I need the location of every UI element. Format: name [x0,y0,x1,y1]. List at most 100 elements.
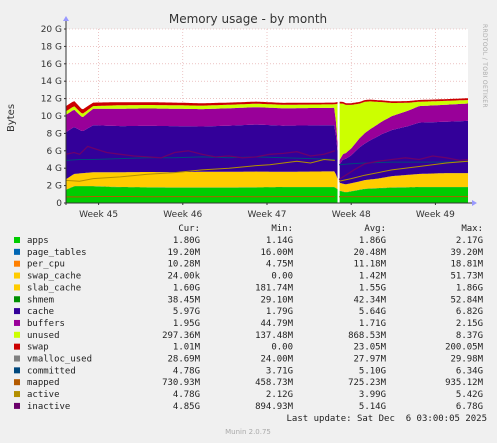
chart-title: Memory usage - by month [169,12,327,26]
legend-min: 44.79M [260,319,293,329]
legend-swatch [14,260,20,267]
y-tick-label: 18 G [41,42,62,52]
legend-swatch [14,284,20,291]
area-cache-seg0 [66,124,338,180]
legend-cur: 5.97G [173,307,200,317]
legend-row-inactive: inactive 4.85G 894.93M 5.14G 6.78G [14,402,483,412]
area-swap-seg0 [66,101,338,114]
legend-row-swap-cache: swap_cache 24.00k 0.00 1.42M 51.73M [14,272,484,282]
area-unused-seg0 [66,103,338,144]
x-tick-label: Week 47 [248,210,287,220]
legend-row-cache: cache 5.97G 1.79G 5.64G 6.82G [14,307,483,317]
legend-name: slab_cache [27,283,81,293]
legend-name: cache [27,307,54,317]
legend-avg: 1.55G [359,283,386,293]
legend-max: 2.15G [456,319,483,329]
area-buffers-seg0 [66,107,338,152]
legend-avg: 3.99G [359,390,386,400]
legend-cur: 10.28M [167,260,200,270]
y-tick-label: 4 G [46,164,62,174]
legend-header-min: Min: [271,224,293,234]
area-slab-cache-seg1 [339,173,468,193]
legend-row-buffers: buffers 1.95G 44.79M 1.71G 2.15G [14,319,483,329]
legend-swatch [14,343,20,350]
legend-min: 137.48M [255,331,294,341]
rrdtool-credit: RRDTOOL / TOBI OETIKER [481,24,488,108]
legend-max: 935.12M [445,378,484,388]
area-cache-seg1 [339,120,468,185]
legend-name: active [27,390,60,400]
legend-cur: 4.78G [173,390,200,400]
line-active-seg1 [338,160,469,182]
legend-avg: 5.64G [359,307,386,317]
line-series [65,145,469,198]
area-swap-seg1 [339,98,468,105]
legend-max: 1.86G [456,283,483,293]
legend-cur: 1.01M [173,343,201,353]
legend-name: buffers [27,319,65,329]
legend-row-apps: apps 1.80G 1.14G 1.86G 2.17G [14,236,483,246]
legend-max: 2.17G [456,236,483,246]
legend-cur: 4.85G [173,402,200,412]
legend-avg: 23.05M [353,343,386,353]
legend-swatch [14,391,20,398]
legend-min: 4.75M [266,260,294,270]
legend-min: 894.93M [255,402,294,412]
legend-swatch [14,379,20,386]
legend-name: inactive [27,402,70,412]
legend-name: unused [27,331,60,341]
y-axis-arrow [63,16,69,21]
legend-avg: 868.53M [348,331,387,341]
legend-swatch [14,308,20,315]
legend-avg: 27.97M [353,355,386,365]
munin-version: Munin 2.0.75 [225,428,271,436]
y-tick-label: 2 G [46,182,62,192]
legend-header-max: Max: [461,224,483,234]
line-committed-seg0 [65,156,335,161]
legend-min: 24.00M [260,355,293,365]
axes: 0 2 G 4 G 6 G 8 G 10 G 12 G 14 G 16 G 18 G 20 G Wee… [41,16,477,220]
legend-max: 6.82G [456,307,483,317]
legend-swatch [14,402,20,409]
legend-avg: 11.18M [353,260,386,270]
x-tick-label: Week 49 [416,210,455,220]
legend-swatch [14,331,20,338]
legend-swatch [14,248,20,255]
legend: Cur: Min: Avg: Max: apps 1.80G 1.14G 1.86G 2.17G… [14,224,484,412]
legend-name: page_tables [27,248,87,258]
legend-avg: 725.23M [348,378,387,388]
legend-cur: 297.36M [162,331,201,341]
legend-cur: 1.80G [173,236,200,246]
legend-avg: 5.10G [359,366,386,376]
legend-name: per_cpu [27,260,65,270]
legend-cur: 19.20M [167,248,200,258]
legend-swatch [14,237,20,243]
y-tick-label: 10 G [41,112,62,122]
line-inactive-seg1 [338,155,469,181]
y-tick-label: 20 G [41,25,62,35]
legend-name: mapped [27,378,60,388]
y-tick-label: 0 [56,199,62,209]
legend-min: 2.12G [266,390,293,400]
legend-cur: 38.45M [167,295,200,305]
legend-min: 0.00 [271,272,293,282]
area-apps-seg1 [339,187,468,203]
legend-name: swap_cache [27,272,81,282]
legend-max: 51.73M [450,272,483,282]
y-tick-label: 8 G [46,129,62,139]
area-shmem-seg0 [66,186,338,190]
data-gap [337,29,340,203]
x-axis-arrow [472,200,477,206]
area-buffers-seg1 [339,103,468,166]
area-apps-seg0 [66,186,338,203]
legend-min: 16.00M [260,248,293,258]
legend-row-slab-cache: slab_cache 1.60G 181.74M 1.55G 1.86G [14,283,483,293]
legend-cur: 1.95G [173,319,200,329]
legend-avg: 1.86G [359,236,386,246]
legend-avg: 5.14G [359,402,386,412]
legend-max: 8.37G [456,331,483,341]
y-tick-label: 14 G [41,77,62,87]
line-committed-seg1 [338,160,469,166]
legend-max: 5.42G [456,390,483,400]
y-axis-label: Bytes [6,104,17,132]
